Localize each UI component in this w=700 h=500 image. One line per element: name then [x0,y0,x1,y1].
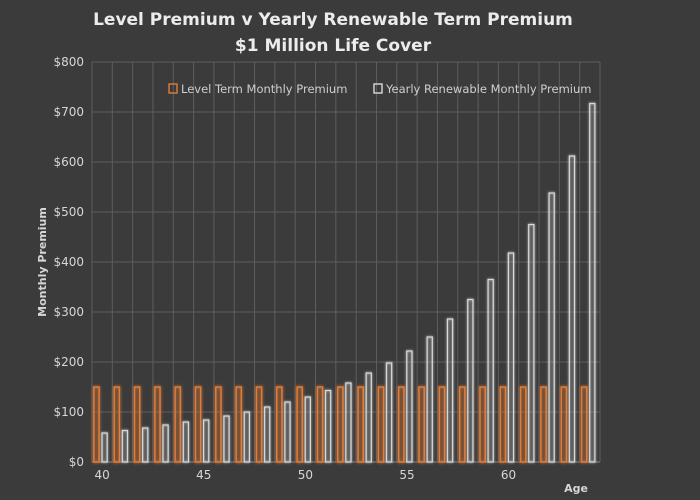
bar-level-term [174,386,182,463]
bar-level-term [519,386,527,463]
x-tick-label: 40 [95,468,110,482]
bar-level-term [377,386,385,463]
bar-yearly-renewable [528,223,535,463]
legend-swatch-level-term [168,83,178,94]
chart-title: Level Premium v Yearly Renewable Term Pr… [93,10,573,30]
bar-yearly-renewable [345,382,352,463]
bar-yearly-renewable [304,396,311,463]
y-tick-label: $300 [53,305,84,319]
x-axis-ticks: 40 45 50 55 60 [95,468,517,482]
y-axis-title: Monthly Premium [36,207,49,317]
bar-yearly-renewable [426,336,433,463]
bar-yearly-renewable [202,419,210,463]
bar-level-term [560,386,568,463]
bar-level-term [296,386,304,463]
chart-subtitle: $1 Million Life Cover [235,36,432,56]
gridlines [91,61,601,463]
bar-level-term [93,386,100,463]
bar-yearly-renewable [568,155,576,463]
y-axis-ticks: $0 $100 $200 $300 $400 $500 $600 $700 $800 [53,55,84,469]
bars [93,102,596,463]
y-tick-label: $200 [53,355,84,369]
bar-level-term [154,386,161,463]
bar-yearly-renewable [365,372,372,463]
bar-yearly-renewable [243,411,251,463]
bar-level-term [336,386,344,463]
bar-yearly-renewable [467,298,474,463]
y-tick-label: $800 [53,55,84,69]
y-tick-label: $100 [53,405,84,419]
y-tick-label: $500 [53,205,84,219]
bar-yearly-renewable [446,318,454,463]
x-tick-label: 60 [501,468,516,482]
bar-level-term [580,386,588,463]
y-tick-label: $400 [53,255,84,269]
bar-level-term [438,386,446,463]
bar-yearly-renewable [324,389,332,463]
x-tick-label: 50 [298,468,313,482]
y-tick-label: $600 [53,155,84,169]
bar-level-term [255,386,263,463]
bar-yearly-renewable [507,252,515,463]
bar-level-term [540,386,547,463]
bar-yearly-renewable [589,102,596,463]
bar-level-term [479,386,486,463]
legend-label-level-term: Level Term Monthly Premium [181,82,347,96]
bar-yearly-renewable [101,432,108,463]
bar-yearly-renewable [263,406,271,463]
bar-level-term [133,386,141,463]
x-axis-title: Age [564,482,588,495]
bar-yearly-renewable [182,421,190,463]
bar-level-term [113,386,121,463]
x-tick-label: 55 [399,468,414,482]
bar-level-term [418,386,425,463]
bar-level-term [276,386,283,463]
bar-yearly-renewable [162,424,169,463]
legend: Level Term Monthly Premium Yearly Renewa… [168,82,591,96]
bar-level-term [194,386,202,463]
bar-level-term [316,386,324,463]
bar-yearly-renewable [223,415,230,463]
y-tick-label: $700 [53,105,84,119]
bar-level-term [235,386,243,463]
y-tick-label: $0 [69,455,84,469]
bar-level-term [397,386,405,463]
bar-yearly-renewable [284,401,291,463]
bar-level-term [458,386,466,463]
bar-yearly-renewable [406,350,413,463]
bar-yearly-renewable [487,278,494,463]
bar-level-term [215,386,222,463]
bar-level-term [499,386,507,463]
bar-level-term [357,386,364,463]
x-tick-label: 45 [196,468,211,482]
bar-yearly-renewable [548,192,555,463]
bar-yearly-renewable [385,362,393,463]
bar-yearly-renewable [121,429,129,463]
legend-swatch-yearly-renewable [373,83,383,94]
bar-yearly-renewable [142,427,149,463]
legend-label-yearly-renewable: Yearly Renewable Monthly Premium [385,82,591,96]
